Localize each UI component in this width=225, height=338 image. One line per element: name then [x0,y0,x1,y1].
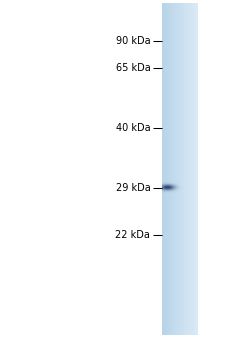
Text: 65 kDa: 65 kDa [116,63,150,73]
Text: 29 kDa: 29 kDa [116,183,150,193]
Text: 90 kDa: 90 kDa [116,35,150,46]
Text: 40 kDa: 40 kDa [116,123,150,134]
Text: 22 kDa: 22 kDa [115,230,150,240]
